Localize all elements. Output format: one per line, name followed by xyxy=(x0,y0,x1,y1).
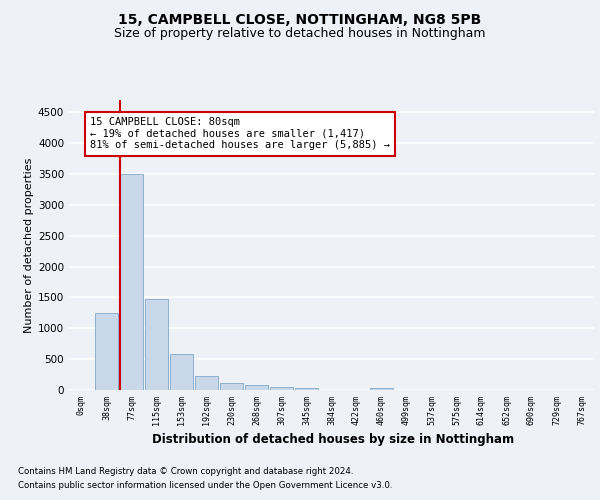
Bar xyxy=(145,300,169,390)
Y-axis label: Number of detached properties: Number of detached properties xyxy=(24,158,34,332)
Bar xyxy=(95,313,118,390)
Text: Contains public sector information licensed under the Open Government Licence v3: Contains public sector information licen… xyxy=(18,481,392,490)
Bar xyxy=(269,387,293,390)
Bar xyxy=(245,385,268,390)
Bar xyxy=(295,388,319,390)
Text: Contains HM Land Registry data © Crown copyright and database right 2024.: Contains HM Land Registry data © Crown c… xyxy=(18,468,353,476)
Text: 15, CAMPBELL CLOSE, NOTTINGHAM, NG8 5PB: 15, CAMPBELL CLOSE, NOTTINGHAM, NG8 5PB xyxy=(118,12,482,26)
Bar xyxy=(370,388,394,390)
Text: Distribution of detached houses by size in Nottingham: Distribution of detached houses by size … xyxy=(152,432,514,446)
Text: 15 CAMPBELL CLOSE: 80sqm
← 19% of detached houses are smaller (1,417)
81% of sem: 15 CAMPBELL CLOSE: 80sqm ← 19% of detach… xyxy=(90,118,390,150)
Bar xyxy=(170,354,193,390)
Bar xyxy=(220,383,244,390)
Bar xyxy=(119,174,143,390)
Bar xyxy=(194,376,218,390)
Text: Size of property relative to detached houses in Nottingham: Size of property relative to detached ho… xyxy=(114,28,486,40)
